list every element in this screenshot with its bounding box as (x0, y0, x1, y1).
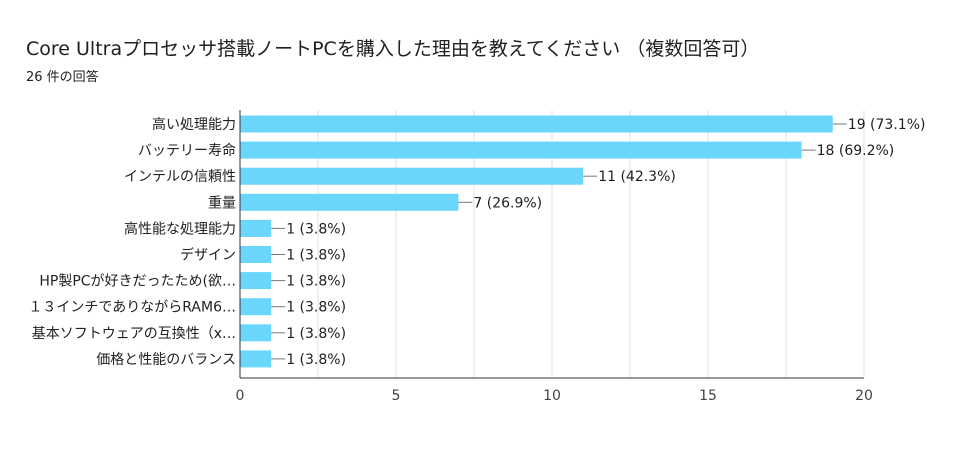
response-count: 26 件の回答 (26, 70, 99, 85)
bar (240, 193, 459, 211)
data-label: 11 (42.3%) (598, 169, 676, 185)
category-label: バッテリー寿命 (138, 142, 236, 159)
bar (240, 141, 802, 159)
category-label: HP製PCが好きだったため(欲… (39, 274, 236, 290)
bar (240, 167, 584, 185)
data-label: 1 (3.8%) (286, 248, 346, 264)
data-label: 7 (26.9%) (473, 195, 542, 211)
category-label: 価格と性能のバランス (96, 352, 236, 368)
category-label: 高性能な処理能力 (124, 220, 236, 237)
category-label: デザイン (180, 247, 236, 264)
bar (240, 324, 272, 342)
x-tick-label: 5 (392, 388, 401, 404)
x-tick-label: 10 (543, 388, 561, 404)
x-tick-label: 0 (236, 388, 245, 404)
bar (240, 246, 272, 263)
category-label: 高い処理能力 (152, 116, 236, 133)
bar (240, 219, 272, 237)
category-label: 基本ソフトウェアの互換性（x… (32, 325, 236, 342)
bar (240, 350, 272, 368)
data-label: 1 (3.8%) (286, 274, 346, 290)
bar (240, 115, 833, 133)
category-label: １３インチでありながらRAM6… (28, 300, 236, 316)
category-label: インテルの信頼性 (124, 169, 236, 185)
bar (240, 272, 272, 290)
x-tick-label: 20 (855, 388, 873, 404)
data-label: 1 (3.8%) (286, 221, 346, 237)
bar (240, 298, 272, 316)
data-label: 1 (3.8%) (286, 352, 346, 368)
category-label: 重量 (208, 195, 236, 211)
data-label: 18 (69.2%) (817, 143, 895, 159)
chart-title: Core Ultraプロセッサ搭載ノートPCを購入した理由を教えてください （複… (26, 38, 760, 60)
x-tick-label: 15 (699, 388, 717, 404)
data-label: 1 (3.8%) (286, 300, 346, 316)
data-label: 1 (3.8%) (286, 326, 346, 342)
data-label: 19 (73.1%) (848, 117, 926, 133)
